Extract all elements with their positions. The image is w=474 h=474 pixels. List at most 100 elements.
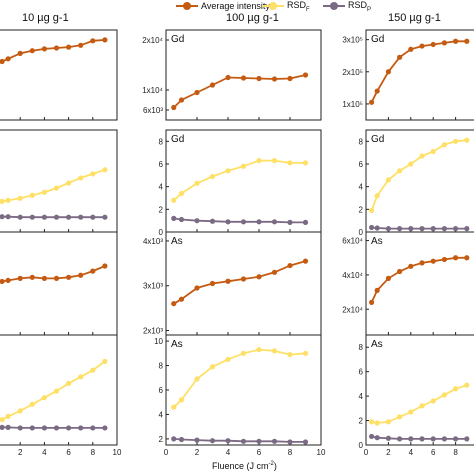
data-point (102, 37, 108, 43)
data-point (171, 436, 177, 442)
y-tick-label: 6x10⁴ (342, 237, 363, 246)
y-tick-label: 2 (159, 205, 164, 214)
data-point (41, 189, 48, 195)
data-point (397, 436, 403, 442)
data-point (53, 185, 60, 191)
series-line (173, 159, 306, 201)
data-point (385, 177, 391, 183)
data-point (41, 275, 48, 281)
data-point (17, 408, 23, 414)
data-point (374, 420, 380, 426)
data-point (419, 153, 425, 159)
data-point (287, 219, 293, 225)
data-point (441, 226, 447, 232)
y-tick-label: 2x10³ (143, 327, 163, 336)
data-point (178, 436, 185, 443)
data-point (287, 262, 293, 269)
x-tick-label: 10 (317, 448, 326, 457)
data-point (302, 350, 309, 356)
data-point (287, 160, 293, 166)
legend-item-average-intensity: Average intensity (176, 0, 270, 12)
series-line (370, 139, 467, 211)
data-point (78, 272, 84, 278)
data-point (17, 425, 23, 431)
data-point (209, 280, 216, 287)
y-tick-label: 4 (359, 392, 364, 401)
plot-frame (0, 231, 118, 336)
data-point (408, 263, 414, 269)
data-point (41, 46, 48, 52)
plot-frame (165, 231, 322, 336)
data-point (256, 274, 262, 280)
plot-frame (0, 334, 118, 446)
data-point (397, 268, 403, 275)
data-point (385, 275, 391, 281)
plot-frame (165, 29, 322, 121)
data-point (5, 197, 11, 203)
data-point (171, 215, 177, 221)
data-point (441, 392, 447, 398)
series-line (371, 384, 468, 424)
data-point (240, 438, 247, 444)
data-point (194, 376, 200, 382)
data-point (209, 82, 216, 88)
data-point (225, 278, 231, 284)
data-point (374, 435, 380, 441)
data-point (453, 138, 459, 144)
data-point (225, 168, 231, 174)
x-tick-label: 0 (164, 448, 169, 457)
data-point (209, 438, 216, 444)
legend: Average intensity RSDF RSDP (0, 0, 474, 12)
data-point (0, 58, 5, 65)
data-point (17, 214, 23, 220)
data-point (419, 43, 425, 49)
data-point (41, 214, 48, 220)
data-point (464, 226, 470, 232)
y-tick-label: 8 (159, 362, 164, 371)
data-point (29, 425, 35, 431)
data-point (240, 276, 247, 282)
series-line (173, 438, 306, 443)
y-tick-label: 6 (359, 368, 364, 377)
data-point (102, 263, 108, 269)
y-tick-label: 2 (359, 417, 364, 426)
data-point (441, 436, 447, 442)
data-point (453, 255, 459, 261)
y-tick-label: 0 (159, 228, 164, 237)
data-point (430, 148, 436, 155)
data-point (369, 419, 375, 425)
data-point (369, 99, 375, 105)
legend-label: Average intensity (201, 1, 270, 11)
data-point (256, 75, 262, 82)
data-point (397, 226, 403, 232)
data-point (302, 72, 309, 78)
data-point (194, 285, 200, 291)
data-point (430, 398, 436, 404)
y-tick-label: 0 (359, 441, 364, 450)
data-point (102, 214, 108, 220)
data-point (90, 425, 96, 431)
series-line (1, 265, 106, 283)
data-point (302, 160, 309, 166)
series-line (370, 256, 467, 303)
y-tick-label: 4x10³ (143, 237, 163, 246)
data-point (240, 219, 247, 225)
data-point (271, 348, 278, 354)
data-point (441, 40, 447, 46)
y-tick-label: 2x10⁴ (142, 36, 163, 45)
data-point (29, 214, 35, 220)
data-point (102, 425, 108, 431)
data-point (419, 436, 425, 442)
panel-label: As (371, 236, 383, 247)
data-point (29, 274, 35, 280)
x-tick-label: 4 (42, 448, 47, 457)
data-point (178, 216, 185, 223)
data-point (408, 226, 414, 232)
x-tick-label: 6 (66, 448, 71, 457)
y-tick-label: 2x10⁵ (342, 68, 363, 77)
legend-item-rsdf: RSDF (262, 0, 310, 12)
data-point (408, 161, 414, 167)
x-tick-label: 0 (364, 448, 369, 457)
x-axis-label: Fluence (J cm-2) (212, 461, 277, 471)
